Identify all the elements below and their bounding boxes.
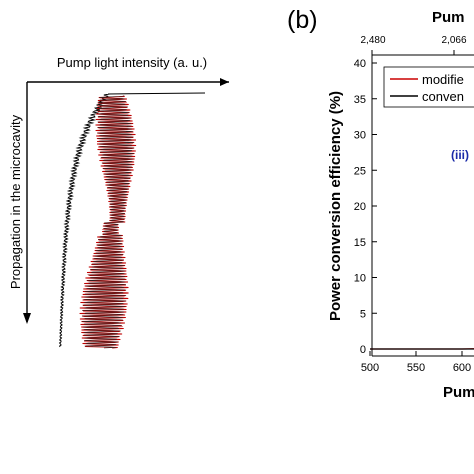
left-x-axis-label: Pump light intensity (a. u.)	[57, 55, 207, 70]
y-tick-label-25: 25	[354, 165, 366, 177]
x-axis-label: Pum	[443, 384, 474, 401]
y-tick-label-10: 10	[354, 273, 366, 285]
conventional-propagation-curve	[58, 92, 206, 348]
legend: modifie conven	[383, 66, 474, 108]
left-x-axis-arrow	[220, 78, 229, 86]
panel-label-b: (b)	[287, 6, 318, 34]
data-lines	[370, 348, 474, 350]
legend-label-conventional: conven	[422, 89, 464, 104]
x-tick-label-600: 600	[453, 362, 471, 374]
left-panel: Pump light intensity (a. u.) Propagation…	[8, 55, 229, 349]
top-tick-label-2: 2,066	[441, 35, 466, 46]
x-tick-label-500: 500	[361, 362, 379, 374]
legend-label-modified: modifie	[422, 72, 464, 87]
y-tick-label-35: 35	[354, 94, 366, 106]
y-tick-label-0: 0	[360, 344, 366, 356]
y-tick-label-40: 40	[354, 58, 366, 70]
annotation-iii: (iii)	[451, 148, 469, 162]
right-panel: (b) Pum 2,480 2,066 0 5 10 15 20 25 30 35 40 500…	[287, 6, 474, 401]
y-tick-label-20: 20	[354, 201, 366, 213]
x-tick-label-550: 550	[407, 362, 425, 374]
y-tick-label-5: 5	[360, 308, 366, 320]
y-axis-label: Power conversion efficiency (%)	[327, 91, 344, 321]
top-axis-title: Pum	[432, 9, 465, 26]
legend-box	[383, 66, 474, 108]
top-tick-label-1: 2,480	[360, 35, 385, 46]
y-tick-label-15: 15	[354, 237, 366, 249]
left-y-axis-label: Propagation in the microcavity	[8, 114, 23, 289]
x-ticks: 500550600650	[361, 351, 471, 374]
y-tick-label-30: 30	[354, 130, 366, 142]
left-y-axis-arrow	[23, 313, 31, 324]
modified-propagation-overlay	[81, 95, 135, 349]
y-ticks: 0 5 10 15 20 25 30 35 40	[354, 58, 377, 356]
